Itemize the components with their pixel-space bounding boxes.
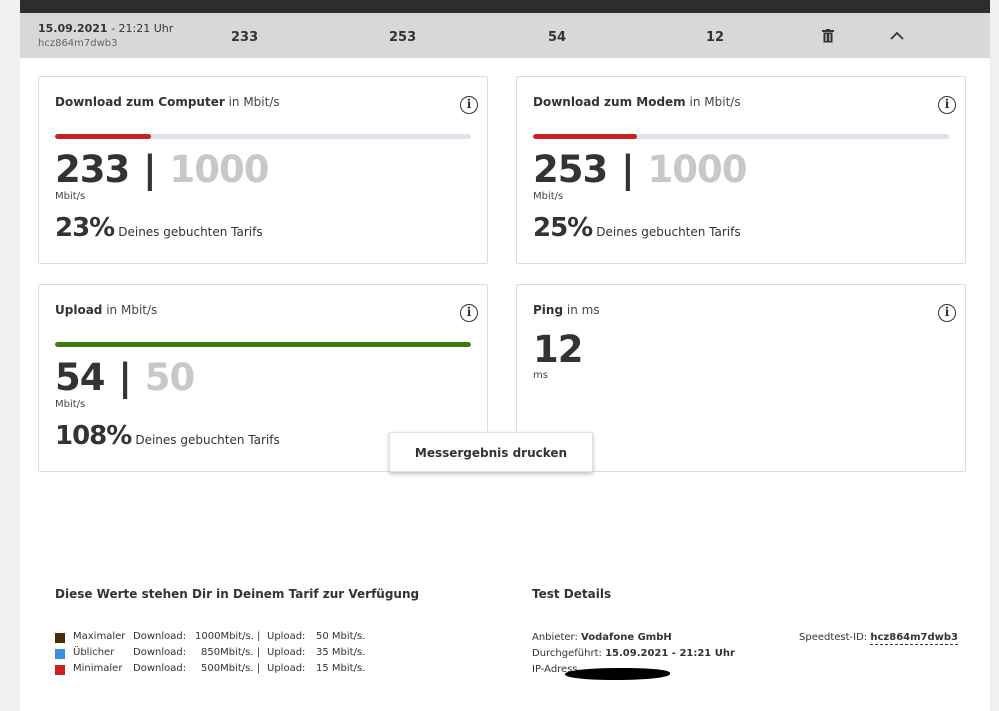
progress-bar bbox=[533, 134, 949, 139]
provider-detail: Anbieter: Vodafone GmbH bbox=[532, 632, 672, 643]
card-title: Download zum Modem in Mbit/s bbox=[533, 95, 741, 109]
test-details-title: Test Details bbox=[532, 587, 612, 601]
trash-icon[interactable] bbox=[822, 29, 834, 43]
legend-swatch bbox=[55, 649, 65, 659]
header-ping-value: 12 bbox=[706, 30, 725, 45]
unit-label: Mbit/s bbox=[55, 399, 86, 410]
measured-value: 233 | 1000 bbox=[55, 148, 269, 191]
info-icon[interactable]: i bbox=[460, 96, 478, 114]
legend-swatch bbox=[55, 665, 65, 675]
unit-label: Mbit/s bbox=[55, 191, 86, 202]
header-download-computer-value: 233 bbox=[231, 30, 259, 45]
measured-value: 253 | 1000 bbox=[533, 148, 747, 191]
legend-swatch bbox=[55, 633, 65, 643]
tariff-section-title: Diese Werte stehen Dir in Deinem Tarif z… bbox=[55, 587, 420, 601]
tariff-percentage: 25% Deines gebuchten Tarifs bbox=[533, 213, 741, 243]
tariff-percentage: 108% Deines gebuchten Tarifs bbox=[55, 421, 280, 451]
measured-value: 12 bbox=[533, 328, 583, 371]
header-upload-value: 54 bbox=[548, 30, 567, 45]
info-icon[interactable]: i bbox=[938, 304, 956, 322]
progress-bar bbox=[55, 134, 471, 139]
result-datetime: 15.09.2021 - 21:21 Uhr bbox=[38, 22, 174, 35]
speedtest-id-detail: Speedtest-ID: hcz864m7dwb3 bbox=[799, 632, 959, 645]
chevron-up-icon[interactable] bbox=[890, 31, 904, 41]
tariff-percentage: 23% Deines gebuchten Tarifs bbox=[55, 213, 263, 243]
speedtest-id-link[interactable]: hcz864m7dwb3 bbox=[870, 632, 959, 645]
result-header-row[interactable]: 15.09.2021 - 21:21 Uhr hcz864m7dwb3 233 … bbox=[20, 13, 990, 58]
top-dark-bar bbox=[20, 0, 990, 13]
result-id: hcz864m7dwb3 bbox=[38, 38, 118, 49]
card-download-computer: Download zum Computer in Mbit/s i 233 | … bbox=[38, 76, 488, 264]
info-icon[interactable]: i bbox=[938, 96, 956, 114]
progress-bar bbox=[55, 342, 471, 347]
ip-address-detail: IP-Adress bbox=[532, 664, 578, 675]
card-title: Upload in Mbit/s bbox=[55, 303, 158, 317]
info-icon[interactable]: i bbox=[460, 304, 478, 322]
card-title: Download zum Computer in Mbit/s bbox=[55, 95, 280, 109]
unit-label: Mbit/s bbox=[533, 191, 564, 202]
measured-value: 54 | 50 bbox=[55, 356, 195, 399]
redacted-ip-address bbox=[565, 668, 670, 680]
header-download-modem-value: 253 bbox=[389, 30, 417, 45]
card-download-modem: Download zum Modem in Mbit/s i 253 | 100… bbox=[516, 76, 966, 264]
performed-detail: Durchgeführt: 15.09.2021 - 21:21 Uhr bbox=[532, 648, 735, 659]
print-result-button[interactable]: Messergebnis drucken bbox=[389, 432, 593, 472]
card-title: Ping in ms bbox=[533, 303, 600, 317]
unit-label: ms bbox=[533, 370, 548, 381]
